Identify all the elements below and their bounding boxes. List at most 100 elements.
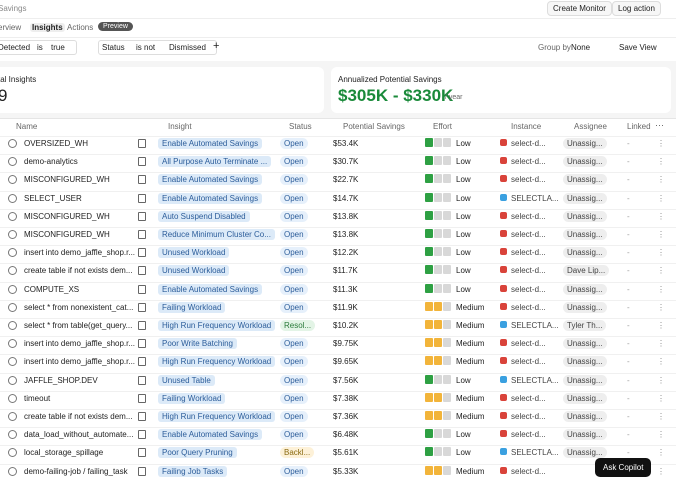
row-menu[interactable]: ⋮: [657, 230, 665, 239]
filter-box[interactable]: [0, 40, 77, 55]
insight[interactable]: High Run Frequency Workload: [158, 356, 276, 368]
assignee[interactable]: Unassig...: [563, 174, 607, 186]
row-menu[interactable]: ⋮: [657, 357, 665, 367]
assignee[interactable]: Unassig...: [563, 392, 607, 404]
row-menu[interactable]: ⋮: [657, 193, 665, 203]
assignee[interactable]: Unassig...: [563, 156, 607, 168]
insight[interactable]: High Run Frequency Workload: [158, 411, 276, 422]
assignee[interactable]: Unassig...: [563, 411, 607, 422]
assignee[interactable]: Unassig...: [563, 210, 607, 222]
row-menu[interactable]: ⋮: [657, 430, 665, 440]
insight[interactable]: Poor Write Batching: [158, 338, 237, 350]
linked: -: [627, 339, 630, 349]
status[interactable]: Open: [280, 156, 308, 168]
row-menu[interactable]: ⋮: [657, 157, 665, 167]
insight[interactable]: Auto Suspend Disabled: [158, 210, 250, 222]
status[interactable]: Backl...: [280, 447, 315, 459]
tab[interactable]: Insights: [30, 23, 65, 32]
status[interactable]: Open: [280, 192, 308, 204]
linked: -: [627, 357, 630, 367]
row-line: [0, 281, 676, 283]
assignee[interactable]: Unassig...: [563, 374, 607, 386]
status[interactable]: Open: [280, 247, 308, 259]
insight[interactable]: Failing Workload: [158, 301, 226, 313]
status[interactable]: Open: [280, 301, 308, 313]
status[interactable]: Open: [280, 229, 308, 240]
filter-value: true: [51, 43, 65, 52]
assignee[interactable]: Unassig...: [563, 229, 607, 240]
row-menu[interactable]: ⋮: [657, 375, 665, 385]
status[interactable]: Open: [280, 356, 308, 368]
tab[interactable]: Actions: [67, 23, 94, 32]
row-menu[interactable]: ⋮: [657, 211, 665, 221]
assignee[interactable]: Unassig...: [563, 192, 607, 204]
status[interactable]: Open: [280, 429, 308, 441]
instance: select-d...: [511, 302, 546, 312]
assignee[interactable]: Unassig...: [563, 356, 607, 368]
instance-icon: [500, 466, 507, 474]
insight[interactable]: Reduce Minimum Cluster Co...: [158, 229, 275, 240]
assignee[interactable]: Unassig...: [563, 301, 607, 313]
filter-value: Dismissed: [169, 43, 206, 52]
save-view[interactable]: Save View: [619, 43, 657, 52]
insight[interactable]: Unused Workload: [158, 265, 230, 277]
instance: SELECTLA...: [511, 448, 559, 458]
row-menu[interactable]: ⋮: [657, 412, 665, 421]
assignee[interactable]: Unassig...: [563, 283, 607, 295]
assignee[interactable]: Unassig...: [563, 429, 607, 441]
row-menu[interactable]: ⋮: [657, 339, 665, 349]
row-menu[interactable]: ⋮: [657, 266, 665, 276]
assignee[interactable]: Dave Lip...: [563, 265, 610, 277]
filter-field: Detected: [0, 43, 31, 52]
row-menu[interactable]: ⋮: [657, 248, 665, 258]
column-menu[interactable]: ⋯: [655, 120, 664, 130]
effort: Medium: [456, 357, 485, 367]
effort: Low: [456, 230, 471, 239]
status[interactable]: Open: [280, 210, 308, 222]
status[interactable]: Open: [280, 174, 308, 186]
create-monitor[interactable]: Create Monitor: [547, 1, 612, 16]
row-menu[interactable]: ⋮: [657, 175, 665, 185]
log-action[interactable]: Log action: [612, 1, 661, 16]
status[interactable]: Open: [280, 465, 308, 477]
row-menu[interactable]: ⋮: [657, 321, 665, 330]
assignee[interactable]: Unassig...: [563, 138, 607, 149]
status[interactable]: Open: [280, 338, 308, 350]
name: insert into demo_jaffle_shop.r...: [24, 248, 136, 258]
row-menu[interactable]: ⋮: [657, 284, 665, 294]
ask-copilot[interactable]: Ask Copilot: [595, 458, 652, 477]
assignee[interactable]: Tyler Th...: [563, 320, 607, 331]
status[interactable]: Open: [280, 138, 308, 149]
assignee[interactable]: Unassig...: [563, 247, 607, 259]
insight[interactable]: Enable Automated Savings: [158, 192, 263, 204]
insight[interactable]: Enable Automated Savings: [158, 174, 263, 186]
assignee[interactable]: Unassig...: [563, 338, 607, 350]
status[interactable]: Open: [280, 411, 308, 422]
column-header: Instance: [511, 122, 542, 131]
status[interactable]: Open: [280, 283, 308, 295]
row-menu[interactable]: ⋮: [657, 302, 665, 312]
insight[interactable]: High Run Frequency Workload: [158, 320, 276, 331]
insight[interactable]: Failing Workload: [158, 392, 226, 404]
insight[interactable]: Unused Workload: [158, 247, 230, 259]
status[interactable]: Open: [280, 374, 308, 386]
add-filter[interactable]: +: [213, 40, 220, 52]
filter-box[interactable]: [98, 40, 217, 55]
insight[interactable]: Enable Automated Savings: [158, 283, 263, 295]
effort-seg: [443, 320, 451, 329]
insight[interactable]: Unused Table: [158, 374, 215, 386]
status[interactable]: Open: [280, 392, 308, 404]
insight[interactable]: Failing Job Tasks: [158, 465, 228, 477]
assignee[interactable]: Unassig...: [563, 447, 607, 459]
row-menu[interactable]: ⋮: [657, 393, 665, 403]
tab[interactable]: erview: [0, 23, 22, 32]
insight[interactable]: Enable Automated Savings: [158, 138, 263, 149]
row-menu[interactable]: ⋮: [657, 448, 665, 458]
row-menu[interactable]: ⋮: [657, 139, 665, 148]
insight[interactable]: Enable Automated Savings: [158, 429, 263, 441]
insight[interactable]: All Purpose Auto Terminate ...: [158, 156, 272, 168]
row-menu[interactable]: ⋮: [657, 466, 665, 476]
insight[interactable]: Poor Query Pruning: [158, 447, 237, 459]
status[interactable]: Resol...: [280, 320, 316, 331]
status[interactable]: Open: [280, 265, 308, 277]
